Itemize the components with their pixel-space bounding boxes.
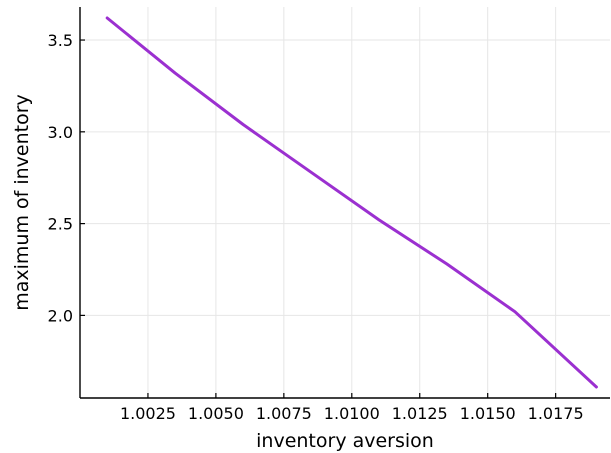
x-tick-label: 1.0175	[528, 404, 584, 423]
x-tick-label: 1.0125	[392, 404, 448, 423]
y-tick-label: 3.5	[48, 31, 73, 50]
x-tick-label: 1.0075	[256, 404, 312, 423]
x-tick-label: 1.0025	[120, 404, 176, 423]
y-tick-label: 2.0	[48, 306, 73, 325]
y-axis-title: maximum of inventory	[11, 94, 33, 311]
series-line	[105, 16, 598, 389]
x-tick-label: 1.0150	[460, 404, 516, 423]
x-tick-label: 1.0100	[324, 404, 380, 423]
grid	[80, 7, 610, 398]
series	[105, 16, 598, 389]
x-axis-title: inventory aversion	[256, 430, 434, 452]
x-tick-label: 1.0050	[188, 404, 244, 423]
ticks: 1.0025 1.0050 1.0075 1.0100 1.0125 1.0150 1.01…	[48, 31, 584, 423]
y-tick-label: 2.5	[48, 215, 73, 234]
axes	[79, 7, 610, 399]
y-tick-label: 3.0	[48, 123, 73, 142]
